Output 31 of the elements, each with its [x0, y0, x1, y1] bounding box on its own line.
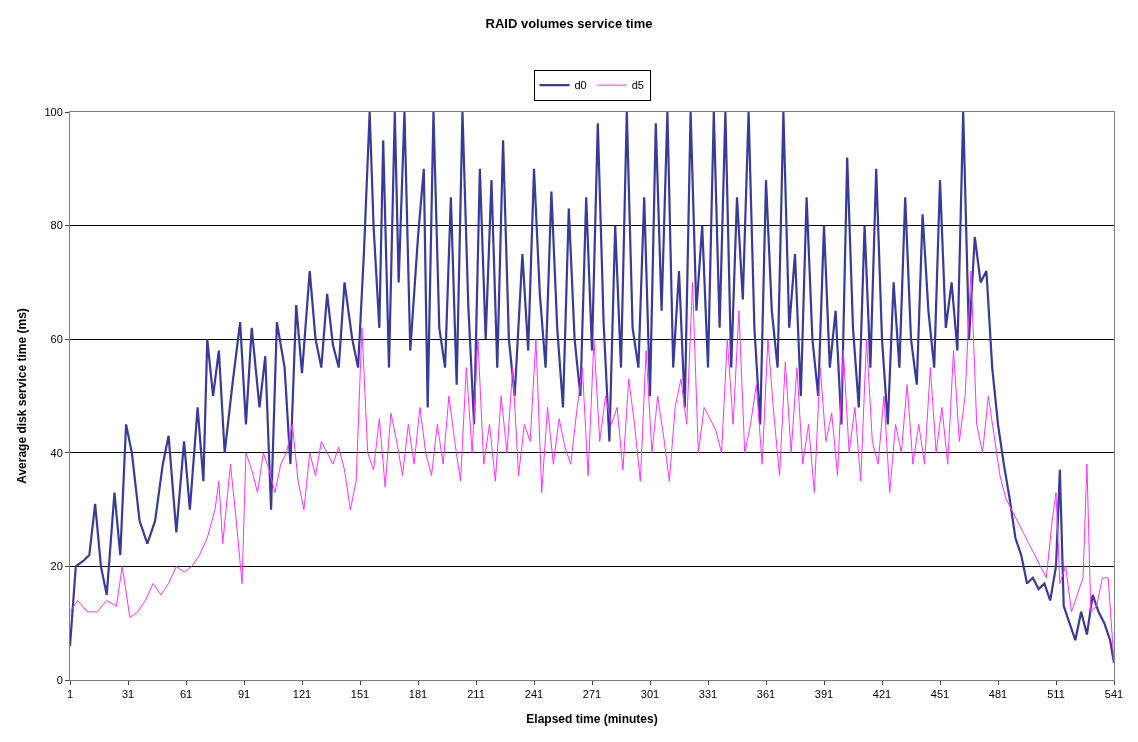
x-tick-label: 361	[756, 688, 776, 701]
x-axis-title: Elapsed time (minutes)	[526, 712, 658, 727]
y-axis-title: Average disk service time (ms)	[14, 308, 29, 484]
y-tick-label: 100	[44, 105, 63, 118]
legend-label: d5	[631, 79, 644, 92]
x-tick-label: 211	[467, 688, 485, 701]
x-tick-label: 181	[408, 688, 428, 701]
x-tick-label: 421	[872, 688, 892, 701]
y-tick-label: 60	[50, 333, 63, 346]
x-tick-label: 121	[292, 688, 312, 701]
x-tick-label: 481	[988, 688, 1008, 701]
x-tick-label: 391	[814, 688, 834, 701]
x-tick-label: 241	[524, 688, 544, 701]
y-tick-label: 0	[56, 673, 63, 686]
x-tick-label: 331	[698, 688, 718, 701]
x-tick-label: 61	[179, 688, 193, 701]
x-tick-label: 301	[640, 688, 660, 701]
y-tick-label: 40	[50, 446, 63, 459]
y-tick-label: 20	[50, 560, 63, 573]
x-tick-label: 271	[582, 688, 602, 701]
x-tick-label: 1	[66, 688, 74, 701]
x-tick-label: 541	[1104, 688, 1124, 701]
x-tick-label: 31	[121, 688, 135, 701]
y-tick-label: 80	[50, 219, 63, 232]
x-tick-label: 451	[930, 688, 950, 701]
x-tick-label: 151	[350, 688, 370, 701]
chart-title: RAID volumes service time	[485, 15, 653, 31]
x-tick-label: 91	[237, 688, 251, 701]
x-tick-label: 511	[1047, 688, 1065, 701]
line-series	[70, 270, 1114, 664]
legend-label: d0	[574, 79, 587, 92]
